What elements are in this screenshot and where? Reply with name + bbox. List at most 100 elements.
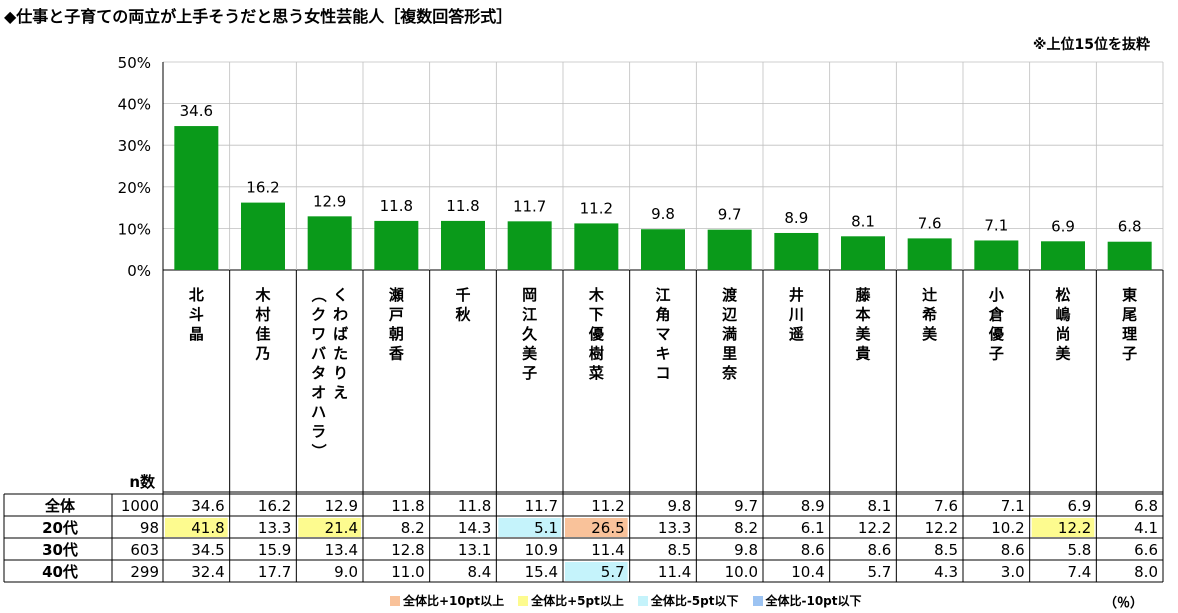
table-cell-value: 10.2 <box>991 519 1024 537</box>
category-label-char: 下 <box>589 306 604 324</box>
table-cell-value: 12.2 <box>858 519 891 537</box>
table-cell-value: 41.8 <box>191 519 224 537</box>
table-cell-value: 8.0 <box>1134 563 1158 581</box>
highlight-cell <box>165 518 228 537</box>
category-label-char: （ <box>310 287 328 302</box>
category-label-char: 香 <box>389 345 404 363</box>
category-label-char: 嶋 <box>1055 306 1070 324</box>
table-cell-value: 13.1 <box>458 541 491 559</box>
category-label-char: オ <box>311 384 326 402</box>
category-label-char: 辻 <box>922 286 937 304</box>
legend-label-plus10: 全体比+10pt以上 <box>403 594 505 608</box>
table-cell-value: 14.3 <box>458 519 491 537</box>
table-cell-value: 11.2 <box>591 497 624 515</box>
category-label-char: 北 <box>189 286 204 304</box>
table-cell-value: 34.6 <box>191 497 224 515</box>
category-label-char: 菜 <box>588 364 604 382</box>
category-label-char: 遥 <box>789 325 804 343</box>
category-label-char: え <box>333 384 348 402</box>
bar <box>241 202 285 270</box>
table-cell-value: 11.0 <box>391 563 424 581</box>
category-label-char: 木 <box>588 286 605 304</box>
category-label-char: キ <box>655 345 670 363</box>
category-label-char: 優 <box>588 325 605 343</box>
category-label-char: タ <box>311 364 326 382</box>
table-cell-value: 10.9 <box>525 541 558 559</box>
table-cell-value: 5.7 <box>601 563 625 581</box>
y-tick-label: 10% <box>118 220 151 238</box>
table-cell-value: 32.4 <box>191 563 224 581</box>
table-cell-value: 12.2 <box>925 519 958 537</box>
table-cell-value: 34.5 <box>191 541 224 559</box>
table-cell-value: 11.8 <box>458 497 491 515</box>
category-label-char: 角 <box>655 306 670 324</box>
bar <box>841 236 885 270</box>
row-n-value: 299 <box>130 563 159 581</box>
category-label-char: 川 <box>788 306 804 324</box>
table-cell-value: 9.8 <box>667 497 691 515</box>
table-cell-value: 7.1 <box>1001 497 1025 515</box>
category-label-char: 貴 <box>855 345 870 363</box>
chart-svg: 0% 10% 20% 30% 40% 50% 34.6 16.2 12.9 11.8 11.8 11.… <box>3 54 1164 583</box>
category-label-char: 瀬 <box>389 286 404 304</box>
legend-item-plus10: 全体比+10pt以上 <box>390 592 504 609</box>
table-cell-value: 8.1 <box>867 497 891 515</box>
category-label-char: く <box>333 286 348 304</box>
category-label-char: た <box>333 345 348 363</box>
bar <box>574 223 619 270</box>
category-label-char: 里 <box>722 345 737 363</box>
legend-label-minus5: 全体比-5pt以下 <box>650 594 739 608</box>
row-label: 30代 <box>42 541 78 559</box>
table-cell-value: 16.2 <box>258 497 291 515</box>
top15-note: ※上位15位を抜粋 <box>1032 37 1150 53</box>
table-cell-value: 11.4 <box>658 563 691 581</box>
category-label-char: 戸 <box>389 306 404 324</box>
table-cell-value: 11.8 <box>391 497 424 515</box>
bar <box>641 229 685 270</box>
bar-value-label: 11.8 <box>380 197 413 215</box>
bar <box>974 240 1019 270</box>
bar-value-label: 16.2 <box>246 179 279 197</box>
table-cell-value: 12.8 <box>391 541 424 559</box>
table-cell-value: 8.2 <box>401 519 425 537</box>
bar <box>174 126 219 271</box>
category-label-char: 理 <box>1122 325 1137 343</box>
unit-label: （％） <box>1104 596 1144 611</box>
bar <box>507 221 552 270</box>
bar <box>707 229 752 270</box>
row-label: 40代 <box>42 563 78 581</box>
highlight-cell <box>565 562 628 581</box>
table-cell-value: 9.0 <box>334 563 358 581</box>
category-label-char: 斗 <box>189 306 204 324</box>
table-cell-value: 11.4 <box>591 541 624 559</box>
legend-item-plus5: 全体比+5pt以上 <box>518 592 624 609</box>
table-cell-value: 8.6 <box>867 541 891 559</box>
legend-swatch-minus10 <box>752 595 763 606</box>
table-cell-value: 21.4 <box>325 519 358 537</box>
table-cell-value: 7.6 <box>934 497 958 515</box>
category-label-char: 佳 <box>255 325 270 343</box>
table-cell-value: 7.4 <box>1067 563 1091 581</box>
category-label-char: 奈 <box>721 364 738 382</box>
table-cell-value: 8.4 <box>467 563 491 581</box>
legend-swatch-plus5 <box>518 595 529 606</box>
legend-label-minus10: 全体比-10pt以下 <box>765 594 862 608</box>
table-cell-value: 6.1 <box>801 519 825 537</box>
category-label-char: バ <box>311 345 326 363</box>
table-cell-value: 13.4 <box>325 541 358 559</box>
bar <box>1107 241 1152 270</box>
bar-value-label: 11.8 <box>446 197 479 215</box>
category-label-char: 松 <box>1055 286 1070 304</box>
table-cell-value: 4.3 <box>934 563 958 581</box>
bar-value-label: 7.1 <box>984 216 1008 234</box>
category-label-char: 樹 <box>589 345 604 363</box>
row-n-value: 603 <box>130 541 159 559</box>
table-cell-value: 8.6 <box>801 541 825 559</box>
category-label-char: 渡 <box>722 286 738 304</box>
table-cell-value: 8.5 <box>934 541 958 559</box>
legend-swatch-minus5 <box>637 595 648 606</box>
bar-value-label: 6.8 <box>1118 218 1142 236</box>
table-cell-value: 17.7 <box>258 563 291 581</box>
category-label-char: ハ <box>311 403 326 421</box>
category-label-char: コ <box>655 364 670 382</box>
